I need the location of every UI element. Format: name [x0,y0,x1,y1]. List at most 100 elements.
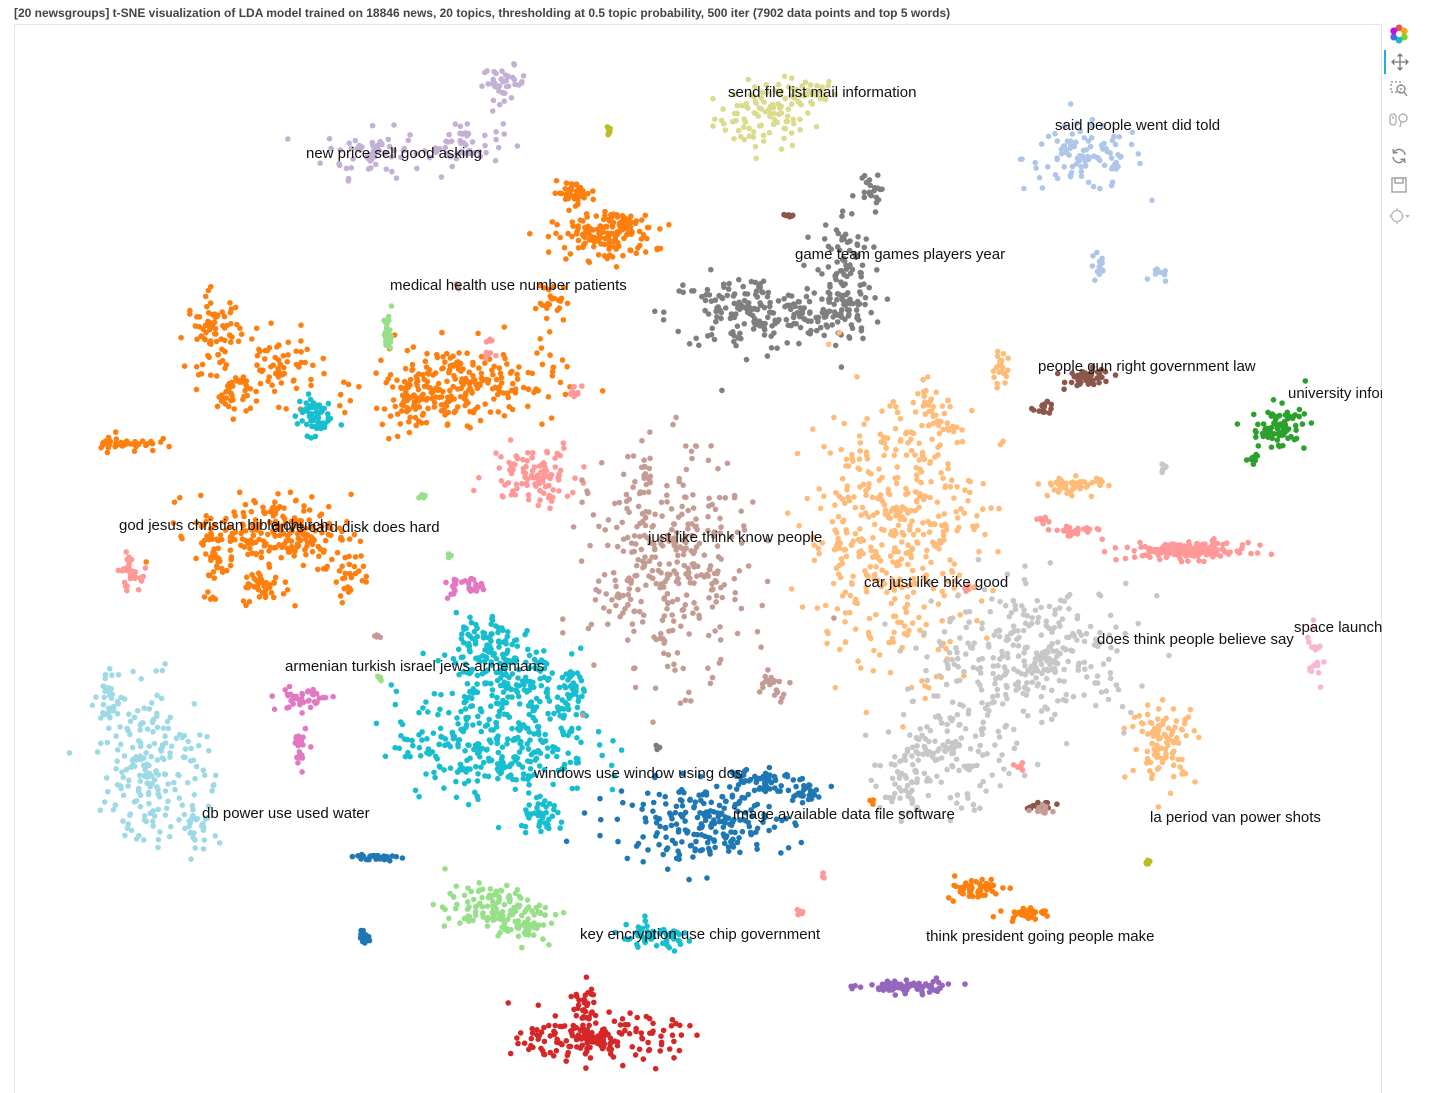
data-point[interactable] [503,83,510,90]
data-point[interactable] [867,564,874,570]
data-point[interactable] [424,736,430,742]
data-point[interactable] [941,629,948,635]
data-point[interactable] [1107,150,1113,156]
data-point[interactable] [865,514,872,520]
data-point[interactable] [208,515,214,522]
data-point[interactable] [494,694,500,701]
data-point[interactable] [1129,129,1136,136]
data-point[interactable] [631,608,638,614]
data-point[interactable] [452,905,459,912]
data-point[interactable] [1183,732,1189,739]
data-point[interactable] [625,601,631,608]
data-point[interactable] [879,542,885,548]
data-point[interactable] [865,485,872,491]
data-point[interactable] [253,325,260,332]
data-point[interactable] [266,374,272,380]
data-point[interactable] [604,255,610,262]
data-point[interactable] [507,437,514,443]
data-point[interactable] [638,236,645,242]
data-point[interactable] [280,513,286,520]
data-point[interactable] [468,703,474,710]
data-point[interactable] [671,542,677,549]
data-point[interactable] [575,725,582,731]
data-point[interactable] [961,763,967,770]
data-point[interactable] [470,577,477,583]
data-point[interactable] [507,926,514,933]
data-point[interactable] [686,938,693,944]
data-point[interactable] [686,689,692,696]
data-point[interactable] [575,245,582,251]
data-point[interactable] [719,387,725,394]
data-point[interactable] [536,902,543,908]
data-point[interactable] [525,450,531,456]
data-point[interactable] [310,362,316,369]
data-point[interactable] [514,371,520,378]
data-point[interactable] [320,694,326,701]
data-point[interactable] [956,742,963,749]
data-point[interactable] [642,918,649,924]
data-point[interactable] [1054,660,1061,667]
data-point[interactable] [219,357,226,364]
data-point[interactable] [879,408,885,414]
data-point[interactable] [633,562,640,569]
data-point[interactable] [560,909,567,916]
data-point[interactable] [424,384,431,390]
data-point[interactable] [258,530,264,536]
data-point[interactable] [222,527,229,533]
data-point[interactable] [1069,370,1075,377]
data-point[interactable] [855,658,861,664]
data-point[interactable] [794,906,801,913]
data-point[interactable] [1151,751,1158,758]
data-point[interactable] [462,748,468,754]
data-point[interactable] [193,520,200,526]
data-point[interactable] [815,267,821,273]
data-point[interactable] [796,523,802,529]
data-point[interactable] [743,356,750,363]
data-point[interactable] [591,243,597,250]
data-point[interactable] [534,350,540,356]
data-point[interactable] [1082,162,1089,169]
data-point[interactable] [514,376,521,382]
data-point[interactable] [253,388,259,395]
data-point[interactable] [241,544,248,550]
data-point[interactable] [321,405,328,412]
data-point[interactable] [479,903,486,910]
data-point[interactable] [609,597,615,603]
data-point[interactable] [1167,790,1174,797]
data-point[interactable] [611,773,617,779]
data-point[interactable] [949,699,956,705]
data-point[interactable] [243,378,250,384]
data-point[interactable] [967,478,973,485]
data-point[interactable] [258,554,265,561]
data-point[interactable] [705,632,712,639]
data-point[interactable] [228,339,234,346]
data-point[interactable] [804,495,811,502]
data-point[interactable] [741,116,747,122]
data-point[interactable] [794,450,801,457]
data-point[interactable] [541,285,547,291]
data-point[interactable] [346,553,352,560]
data-point[interactable] [750,326,757,332]
data-point[interactable] [675,937,682,944]
data-point[interactable] [736,568,743,574]
data-point[interactable] [282,520,289,526]
data-point[interactable] [542,731,548,738]
data-point[interactable] [442,412,448,418]
data-point[interactable] [544,449,551,456]
data-point[interactable] [237,379,243,386]
data-point[interactable] [406,418,412,425]
data-point[interactable] [345,381,352,388]
data-point[interactable] [951,561,958,567]
data-point[interactable] [995,728,1002,735]
data-point[interactable] [222,365,228,372]
data-point[interactable] [726,280,732,287]
data-point[interactable] [596,523,602,530]
data-point[interactable] [671,661,677,668]
data-point[interactable] [1015,628,1021,634]
data-point[interactable] [953,509,959,515]
data-point[interactable] [446,915,452,922]
data-point[interactable] [525,904,532,910]
data-point[interactable] [949,615,956,621]
data-point[interactable] [439,904,446,910]
data-point[interactable] [462,130,469,136]
